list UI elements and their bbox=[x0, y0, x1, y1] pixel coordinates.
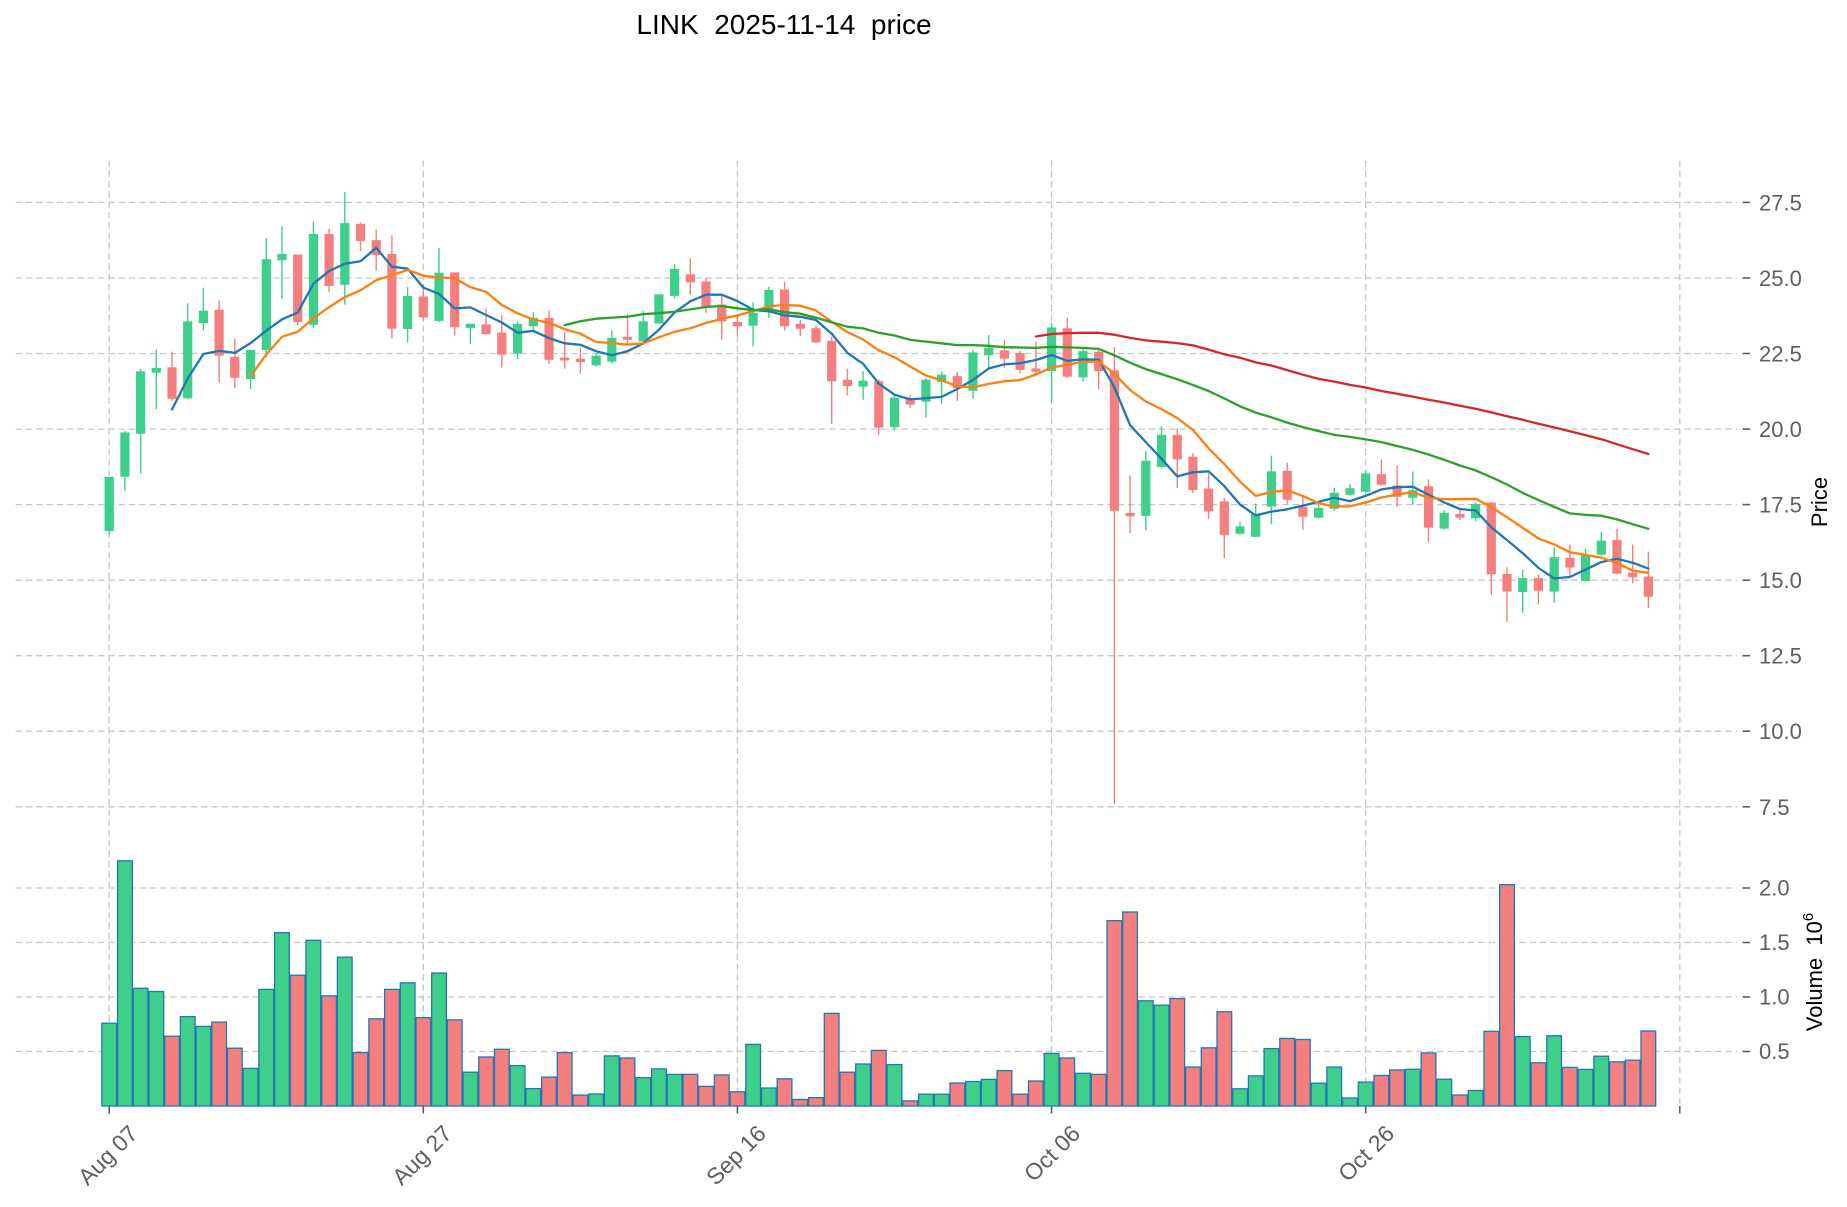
svg-text:2.0: 2.0 bbox=[1759, 876, 1790, 901]
svg-text:LINK 2025-11-14 price: LINK 2025-11-14 price bbox=[636, 9, 931, 40]
svg-text:12.5: 12.5 bbox=[1759, 644, 1802, 669]
svg-text:1.0: 1.0 bbox=[1759, 985, 1790, 1010]
svg-text:20.0: 20.0 bbox=[1759, 417, 1802, 442]
svg-text:Price: Price bbox=[1807, 477, 1832, 527]
svg-text:22.5: 22.5 bbox=[1759, 342, 1802, 367]
svg-text:15.0: 15.0 bbox=[1759, 568, 1802, 593]
svg-text:7.5: 7.5 bbox=[1759, 795, 1790, 820]
svg-text:1.5: 1.5 bbox=[1759, 930, 1790, 955]
svg-text:0.5: 0.5 bbox=[1759, 1039, 1790, 1064]
svg-text:10.0: 10.0 bbox=[1759, 719, 1802, 744]
svg-text:25.0: 25.0 bbox=[1759, 266, 1802, 291]
svg-text:Volume 106: Volume 106 bbox=[1800, 913, 1827, 1031]
svg-text:27.5: 27.5 bbox=[1759, 190, 1802, 215]
svg-text:17.5: 17.5 bbox=[1759, 493, 1802, 518]
